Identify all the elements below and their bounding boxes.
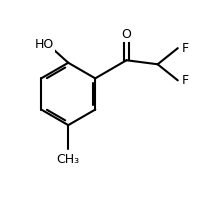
Text: O: O (122, 28, 131, 41)
Text: F: F (182, 74, 189, 87)
Text: HO: HO (35, 38, 54, 51)
Text: F: F (182, 42, 189, 55)
Text: CH₃: CH₃ (57, 153, 80, 166)
